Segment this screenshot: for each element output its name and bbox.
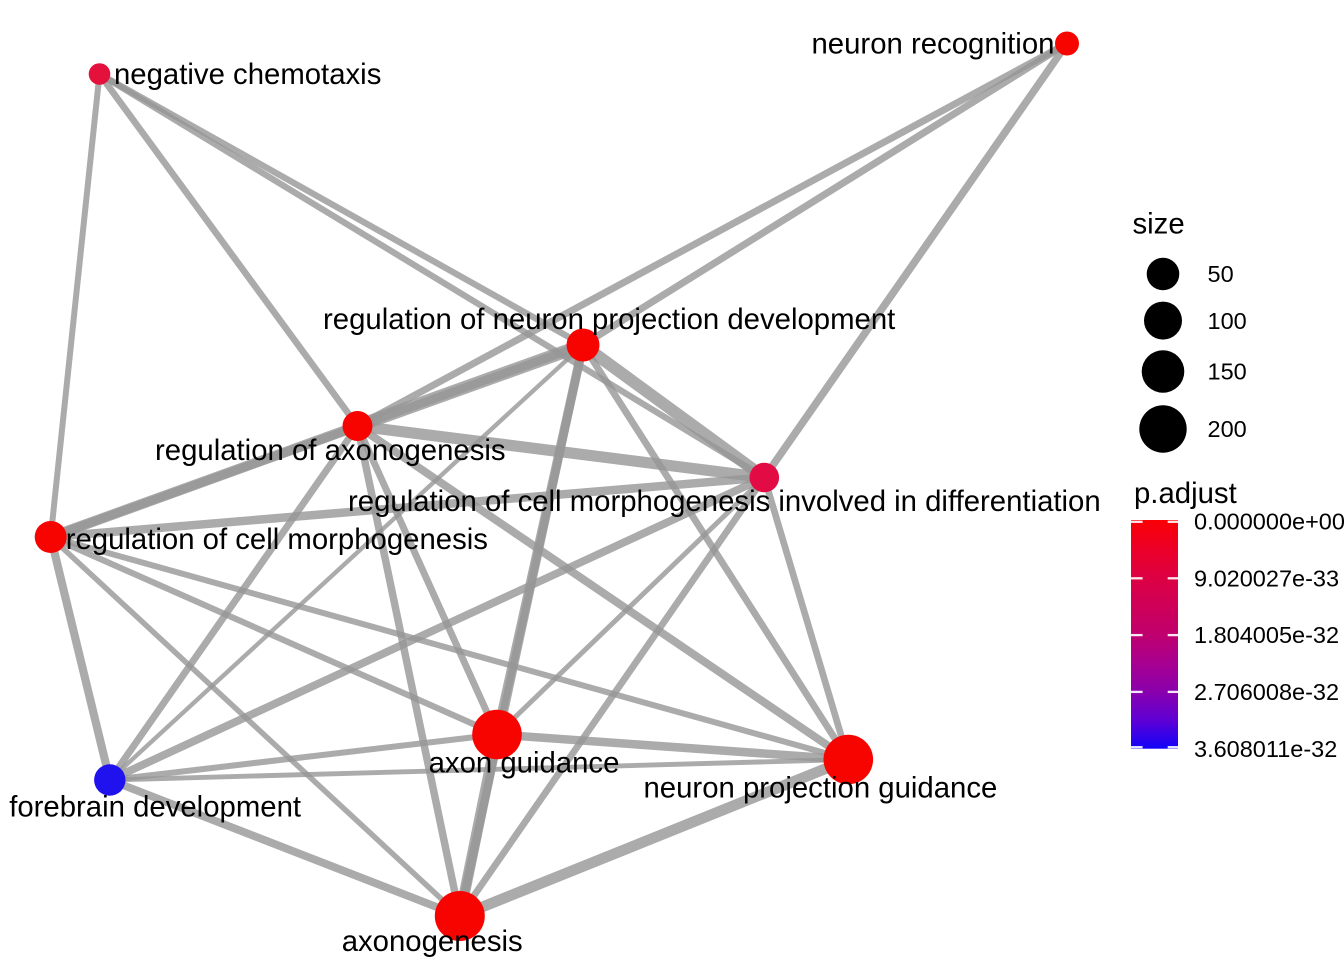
svg-text:2.706008e-32: 2.706008e-32 (1194, 679, 1339, 705)
svg-text:1.804005e-32: 1.804005e-32 (1194, 622, 1339, 648)
svg-text:axonogenesis: axonogenesis (342, 925, 523, 958)
svg-text:0.000000e+00: 0.000000e+00 (1194, 509, 1344, 535)
svg-text:neuron recognition: neuron recognition (812, 27, 1055, 60)
svg-text:150: 150 (1208, 359, 1247, 385)
svg-text:regulation of cell morphogenes: regulation of cell morphogenesis (66, 523, 488, 556)
svg-text:negative chemotaxis: negative chemotaxis (114, 58, 381, 91)
svg-text:200: 200 (1208, 416, 1247, 442)
svg-text:9.020027e-33: 9.020027e-33 (1194, 565, 1339, 591)
svg-text:regulation of neuron projectio: regulation of neuron projection developm… (323, 303, 895, 336)
svg-text:forebrain development: forebrain development (9, 791, 301, 824)
svg-text:axon guidance: axon guidance (429, 746, 620, 779)
svg-text:3.608011e-32: 3.608011e-32 (1194, 736, 1337, 762)
svg-text:100: 100 (1208, 308, 1247, 334)
svg-text:regulation of cell morphogenes: regulation of cell morphogenesis involve… (348, 485, 1101, 518)
svg-text:p.adjust: p.adjust (1134, 477, 1237, 510)
svg-text:regulation of axonogenesis: regulation of axonogenesis (155, 434, 506, 467)
svg-text:neuron projection guidance: neuron projection guidance (644, 772, 998, 805)
svg-text:50: 50 (1208, 261, 1234, 287)
svg-text:size: size (1133, 208, 1185, 241)
